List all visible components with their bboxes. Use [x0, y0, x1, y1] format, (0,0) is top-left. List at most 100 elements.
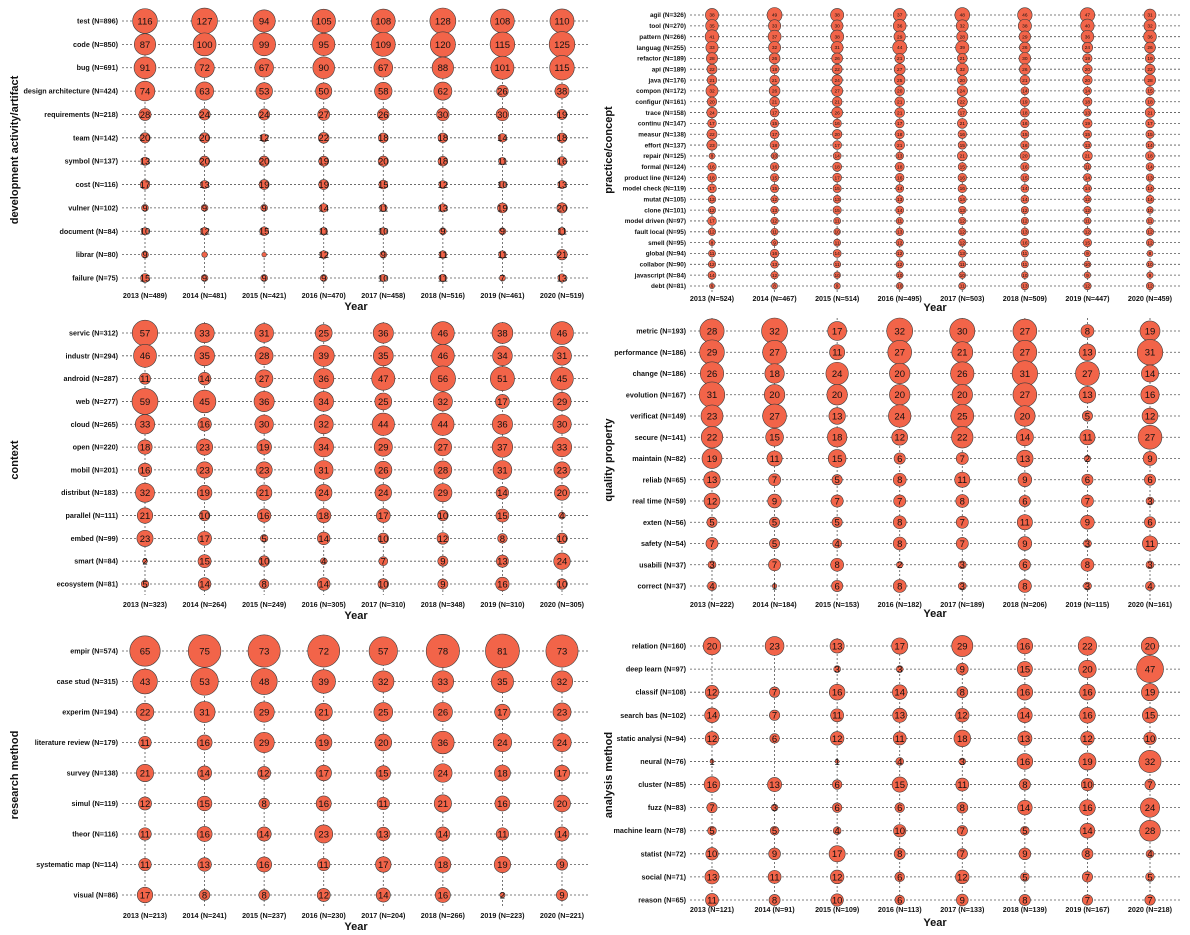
bubble	[832, 172, 842, 183]
bubble-value-label: 39	[318, 677, 329, 688]
bubble	[707, 206, 717, 215]
bubble	[1083, 281, 1092, 291]
bubble-value-label: 27	[1145, 433, 1156, 444]
bubble-value-label: 39	[960, 45, 966, 51]
category-label: smell (N=95)	[648, 240, 686, 247]
bubble	[1137, 425, 1163, 450]
bubble-value-label: 18	[769, 369, 780, 380]
bubble	[498, 180, 507, 189]
category-label: java (N=176)	[648, 77, 686, 84]
bubble-value-label: 17	[894, 641, 905, 652]
bubble	[764, 636, 785, 656]
bubble	[553, 461, 571, 479]
bubble	[1083, 140, 1092, 150]
bubble	[1020, 107, 1030, 118]
bubble-value-label: 110	[554, 16, 569, 27]
bubble-value-label: 24	[1145, 803, 1156, 814]
bubble	[893, 494, 907, 508]
bubble	[1017, 707, 1033, 723]
bubble-value-label: 9	[559, 860, 564, 871]
bubble	[894, 802, 905, 813]
bubble-value-label: 20	[199, 133, 210, 144]
bubble	[498, 157, 507, 166]
bubble-value-label: 32	[772, 45, 778, 51]
bubble-value-label: 11	[770, 872, 780, 883]
bubble	[199, 132, 211, 144]
bubble-value-label: 36	[1085, 34, 1091, 40]
bubble	[706, 139, 718, 151]
bubble	[317, 577, 331, 591]
bubble-value-label: 36	[897, 24, 903, 30]
bubble-value-label: 25	[378, 397, 389, 408]
bubble-value-label: 10	[557, 534, 568, 545]
bubble	[379, 274, 388, 282]
bubble-value-label: 11	[319, 227, 329, 238]
bubble-value-label: 4	[1147, 581, 1152, 592]
bubble-value-label: 19	[1022, 99, 1028, 105]
bubble-value-label: 23	[199, 465, 210, 476]
bubble	[553, 552, 571, 570]
bubble-value-label: 5	[772, 539, 777, 550]
bubble-value-label: 26	[1147, 45, 1153, 51]
bubble	[770, 173, 780, 183]
bubble-value-label: 12	[960, 230, 966, 236]
bubble-value-label: 1	[709, 757, 714, 768]
bubble-value-label: 6	[834, 780, 839, 791]
bubble	[770, 216, 779, 225]
category-label: mobil (N=201)	[71, 465, 119, 474]
bubble-value-label: 17	[832, 326, 843, 337]
category-label: secure (N=141)	[635, 433, 687, 442]
bubble	[315, 484, 333, 502]
bubble-value-label: 116	[137, 16, 152, 27]
bubble-value-label: 13	[438, 203, 449, 214]
bubble	[955, 708, 970, 723]
bubble-value-label: 2	[500, 890, 505, 901]
bubble	[706, 516, 718, 528]
bubble-value-label: 18	[1022, 110, 1028, 116]
bubble	[768, 52, 781, 65]
bubble	[1140, 385, 1160, 405]
bubble-value-label: 30	[497, 110, 508, 121]
bubble-value-label: 12	[832, 734, 843, 745]
bubble	[1083, 271, 1091, 279]
bubble-value-label: 18	[897, 132, 903, 138]
bubble-value-label: 10	[438, 511, 449, 522]
bubble	[313, 368, 335, 390]
bubble	[894, 74, 906, 86]
bubble-value-label: 14	[709, 273, 715, 279]
bubble	[957, 162, 967, 172]
bubble-value-label: 75	[199, 646, 210, 657]
bubble	[376, 826, 391, 842]
bubble-value-label: 26	[772, 89, 778, 95]
bubble-value-label: 29	[897, 34, 903, 40]
bubble-value-label: 5	[142, 579, 147, 590]
bubble	[769, 107, 780, 118]
bubble-value-label: 31	[199, 707, 210, 718]
bubble	[832, 140, 842, 150]
bubble	[956, 825, 968, 837]
bubble	[1145, 238, 1155, 247]
bubble-value-label: 14	[1022, 186, 1028, 192]
bubble-value-label: 17	[199, 534, 210, 545]
bubble-value-label: 10	[707, 849, 718, 860]
category-label: performance (N=186)	[614, 348, 686, 357]
bubble-value-label: 10	[772, 154, 778, 160]
bubble-value-label: 10	[894, 826, 905, 837]
bubble-value-label: 7	[960, 849, 965, 860]
bubble-value-label: 17	[772, 132, 778, 138]
bubble-value-label: 20	[834, 132, 840, 138]
bubble-value-label: 31	[834, 45, 840, 51]
bubble-value-label: 27	[834, 89, 840, 95]
bubble	[434, 856, 452, 873]
bubble-value-label: 115	[495, 40, 510, 51]
bubble-value-label: 14	[897, 186, 903, 192]
bubble-value-label: 8	[1022, 581, 1027, 592]
category-label: reliab (N=65)	[643, 475, 687, 484]
bubble	[256, 856, 273, 873]
category-label: model driven (N=97)	[625, 218, 686, 225]
bubble-value-label: 35	[497, 677, 508, 688]
bubble-value-label: 33	[438, 677, 449, 688]
bubble-value-label: 13	[378, 829, 389, 840]
bubble	[312, 56, 335, 79]
bubble	[553, 764, 571, 782]
